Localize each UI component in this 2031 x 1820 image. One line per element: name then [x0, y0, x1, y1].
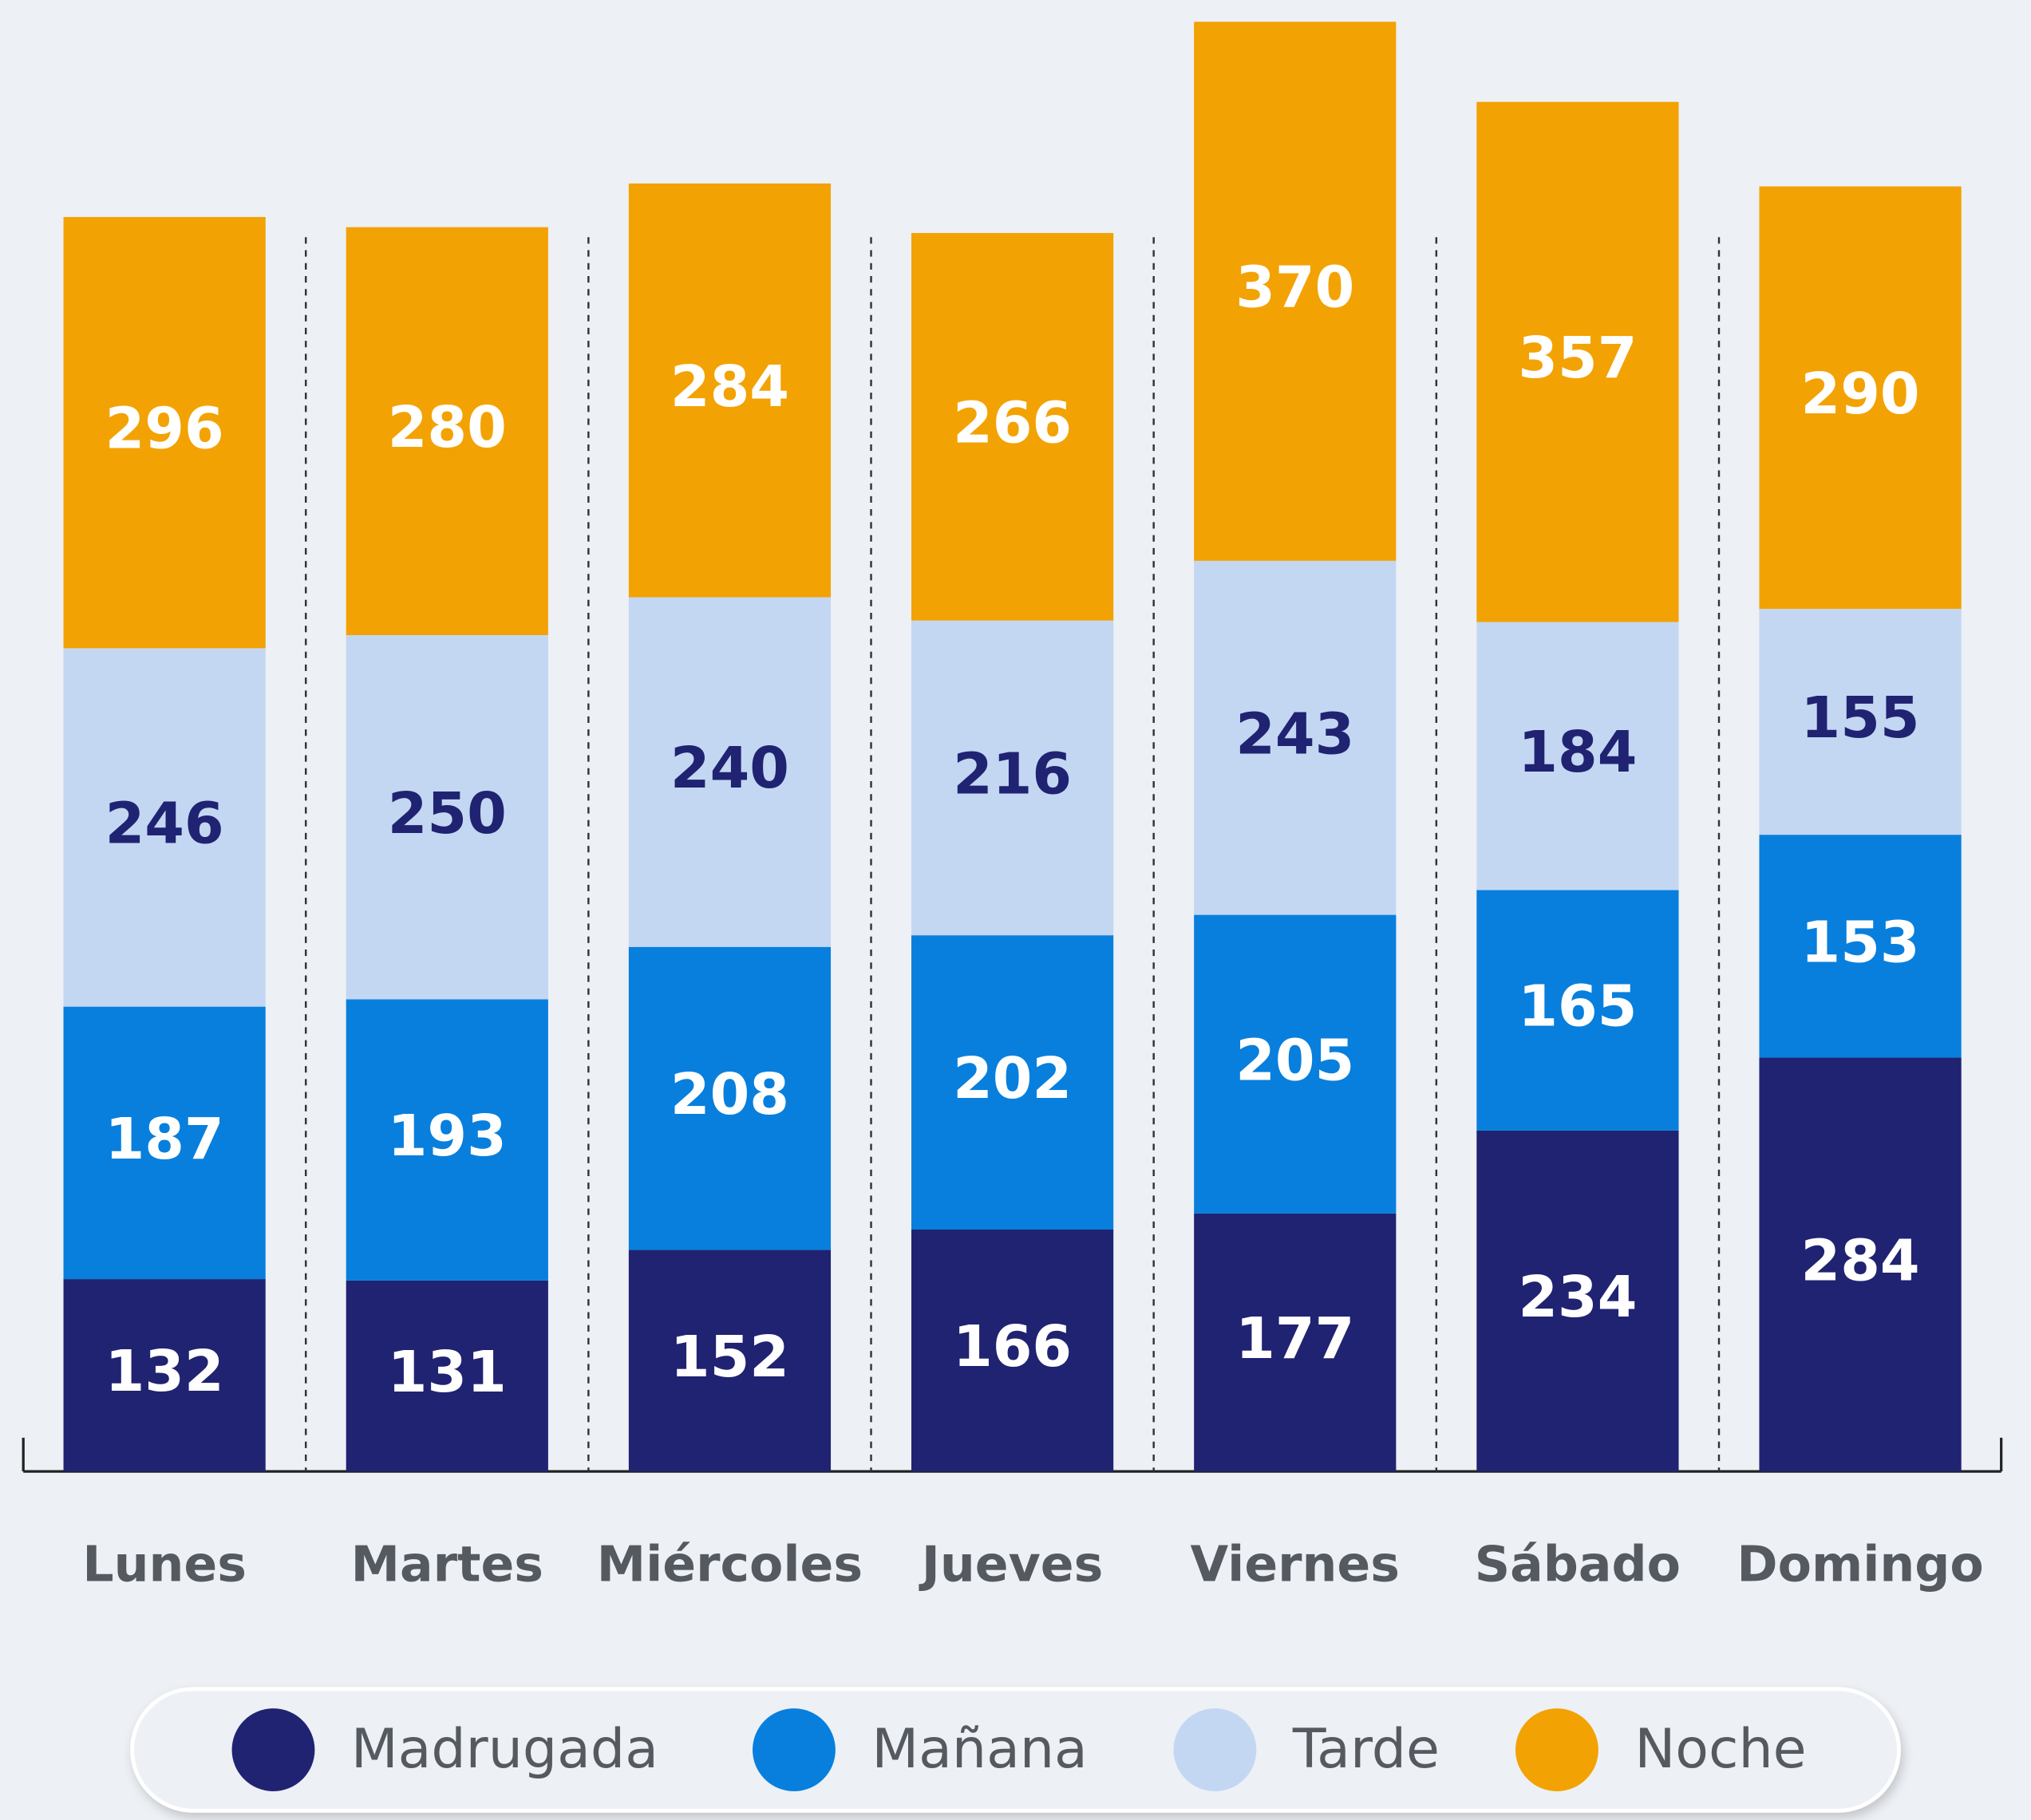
bar-segment [1476, 1130, 1679, 1472]
x-tick-label: Jueves [919, 1535, 1103, 1593]
x-tick-label: Lunes [82, 1535, 247, 1593]
legend-swatch [1173, 1708, 1257, 1792]
data-label: 280 [388, 394, 507, 460]
bar-segment [911, 620, 1114, 936]
data-label: 284 [1801, 1227, 1920, 1293]
bar-segment [63, 648, 266, 1007]
data-label: 246 [105, 791, 224, 857]
legend-label: Tarde [1292, 1718, 1440, 1781]
bar-segment [1476, 890, 1679, 1131]
x-tick-label: Martes [351, 1535, 543, 1593]
data-label: 202 [953, 1045, 1072, 1111]
x-tick-label: Domingo [1737, 1535, 1983, 1593]
data-label: 187 [105, 1106, 224, 1172]
data-label: 357 [1518, 325, 1637, 391]
data-label: 240 [670, 735, 789, 801]
bar-segment [1759, 186, 1962, 610]
bar-segment [1194, 560, 1397, 915]
data-label: 290 [1801, 361, 1920, 427]
legend-label: Mañana [871, 1718, 1088, 1781]
legend-swatch [753, 1708, 836, 1792]
bar-segment [346, 227, 548, 635]
x-tick-label: Viernes [1191, 1535, 1400, 1593]
bar-segment [63, 1006, 266, 1280]
bar-segment [1759, 1057, 1962, 1472]
data-label: 243 [1235, 701, 1354, 767]
data-label: 284 [670, 353, 789, 420]
bar-segment [1759, 609, 1962, 835]
bar-segment [628, 1250, 832, 1472]
bar-segment [628, 597, 832, 947]
bar-segment [911, 233, 1114, 621]
bar-segment [346, 1280, 548, 1472]
data-label: 296 [105, 396, 224, 462]
data-label: 155 [1801, 685, 1920, 751]
bar-segment [628, 946, 832, 1250]
data-label: 216 [953, 740, 1072, 807]
data-label: 370 [1235, 255, 1354, 321]
legend-box [130, 1687, 1901, 1813]
bar-segment [63, 1279, 266, 1472]
data-label: 208 [670, 1061, 789, 1127]
bar-segment [1476, 101, 1679, 622]
legend-swatch [1515, 1708, 1598, 1792]
bar-segment [911, 935, 1114, 1230]
data-label: 250 [388, 780, 507, 847]
data-label: 166 [953, 1313, 1072, 1380]
data-label: 153 [1801, 909, 1920, 975]
data-label: 152 [670, 1324, 789, 1390]
bar-segment [1476, 622, 1679, 890]
x-tick-label: Miércoles [597, 1535, 863, 1593]
bar-segment [1194, 22, 1397, 561]
bar-segment [63, 216, 266, 649]
data-label: 266 [953, 389, 1072, 456]
data-label: 205 [1235, 1027, 1354, 1093]
bar-segment [911, 1229, 1114, 1472]
data-label: 132 [105, 1338, 224, 1404]
legend-swatch [231, 1708, 315, 1792]
legend-label: Noche [1634, 1718, 1806, 1781]
data-label: 131 [388, 1339, 507, 1405]
bar-segment [1194, 1213, 1397, 1472]
data-label: 193 [388, 1103, 507, 1169]
data-label: 165 [1518, 973, 1637, 1040]
data-label: 234 [1518, 1264, 1637, 1330]
data-label: 177 [1235, 1305, 1354, 1372]
bar-segment [1194, 914, 1397, 1214]
bar-segment [628, 183, 832, 598]
legend-label: Madrugada [351, 1718, 658, 1781]
bar-segment [346, 999, 548, 1281]
bar-segment [1759, 835, 1962, 1058]
bar-segment [346, 634, 548, 1000]
data-label: 184 [1518, 719, 1637, 785]
x-tick-label: Sábado [1475, 1535, 1681, 1593]
